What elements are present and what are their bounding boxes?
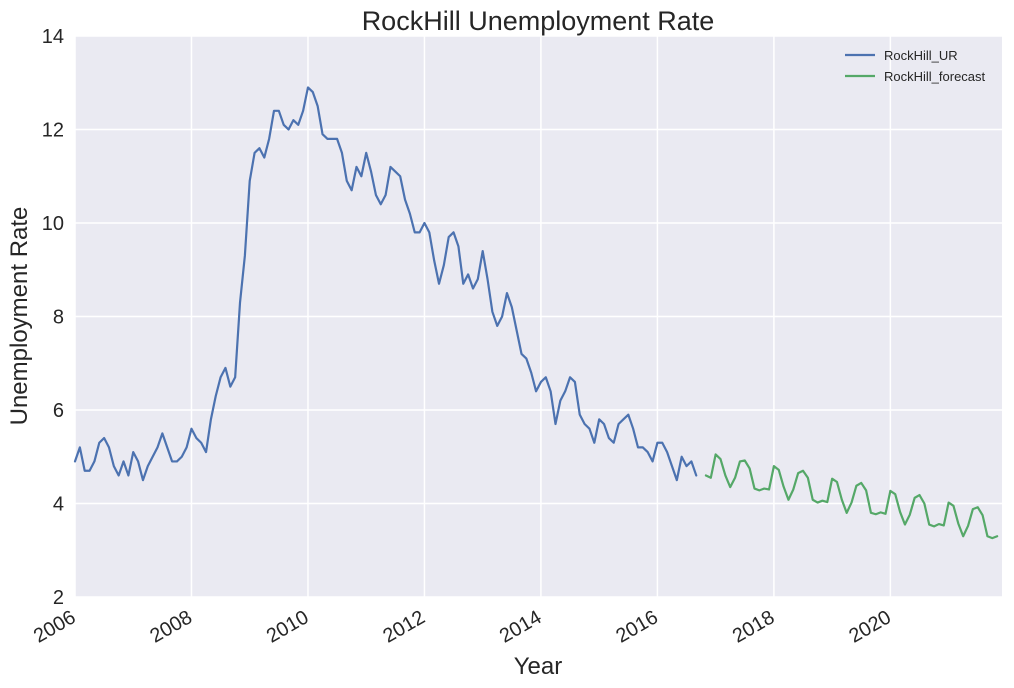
chart-title: RockHill Unemployment Rate xyxy=(362,6,715,36)
x-tick-label: 2014 xyxy=(496,606,546,647)
x-tick-label: 2006 xyxy=(30,606,80,647)
series-line-rockhill-ur xyxy=(73,86,698,482)
y-tick-label: 4 xyxy=(53,494,64,516)
x-axis-label: Year xyxy=(514,653,563,680)
x-tick-label: 2020 xyxy=(845,606,895,647)
x-tick-label: 2016 xyxy=(612,606,662,647)
x-tick-label: 2010 xyxy=(263,606,313,647)
y-tick-label: 14 xyxy=(42,26,64,48)
y-tick-label: 6 xyxy=(53,400,64,422)
series-line-rockhill-forecast xyxy=(704,453,999,540)
x-axis-ticks: 2006 2008 2010 2012 2014 2016 2018 2020 xyxy=(30,606,895,647)
x-tick-label: 2012 xyxy=(379,606,429,647)
x-tick-label: 2008 xyxy=(146,606,196,647)
legend: RockHill_UR RockHill_forecast xyxy=(845,48,986,84)
y-axis-ticks: 2 4 6 8 10 12 14 xyxy=(42,26,64,609)
y-tick-label: 8 xyxy=(53,307,64,329)
grid-lines xyxy=(74,35,1002,598)
y-axis-label: Unemployment Rate xyxy=(6,207,33,426)
x-tick-label: 2018 xyxy=(729,606,779,647)
y-tick-label: 12 xyxy=(42,120,64,142)
y-tick-label: 10 xyxy=(42,213,64,235)
legend-label: RockHill_forecast xyxy=(884,69,986,84)
series-layer xyxy=(73,86,999,540)
y-tick-label: 2 xyxy=(53,587,64,609)
legend-label: RockHill_UR xyxy=(884,48,958,63)
